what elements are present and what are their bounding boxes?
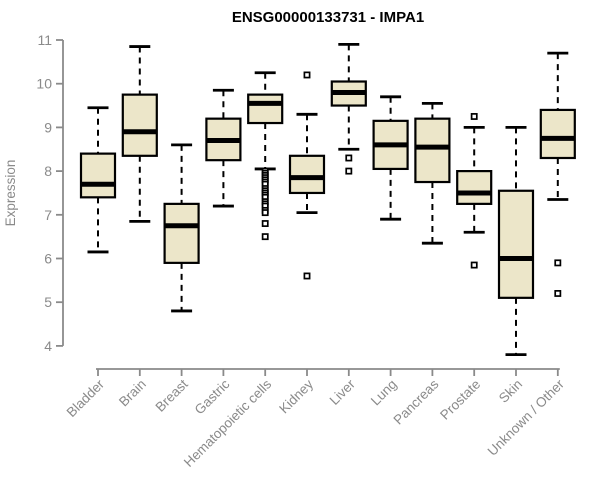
y-tick-label: 6 [44,251,52,267]
box-unknown-other [539,51,576,297]
y-tick-label: 7 [44,207,52,223]
y-tick-label: 9 [44,119,52,135]
box-gastric [205,88,242,208]
outlier-point [261,220,269,227]
outlier-point [261,233,269,241]
outlier-point [470,113,478,120]
chart-title: ENSG00000133731 - IMPA1 [232,9,424,26]
y-tick-label: 10 [36,76,52,92]
y-tick-label: 4 [44,338,52,354]
box-skin [497,126,535,357]
y-tick-label: 11 [37,32,52,48]
iqr-box [247,93,284,125]
x-tick-label: Bladder [64,376,108,420]
x-tick-label: Pancreas [391,376,442,427]
box-breast [163,143,200,313]
x-tick-label: Prostate [437,377,483,423]
y-tick-label: 5 [44,294,52,310]
outlier-point [303,272,311,280]
outlier-point [345,167,353,175]
box-pancreas [414,101,451,245]
outlier-point [470,261,478,269]
iqr-box [497,189,535,299]
iqr-box [288,154,326,195]
box-brain [121,45,158,223]
x-tick-label: Unknown / Other [485,376,568,459]
box-prostate [456,113,493,269]
box-hematopoietic-cells [247,71,284,241]
outlier-point [303,71,311,79]
y-axis-label: Expression [3,160,18,227]
box-lung [372,95,409,221]
iqr-box [163,202,200,264]
x-tick-label: Liver [327,376,359,408]
x-tick-label: Skin [496,377,525,406]
x-tick-label: Kidney [276,376,316,416]
x-tick-label: Lung [368,377,400,409]
outlier-point [345,154,353,162]
box-kidney [288,71,326,280]
outlier-point [554,259,562,267]
x-tick-label: Gastric [192,376,233,417]
iqr-box [456,170,493,205]
x-tick-label: Brain [116,377,149,410]
boxplot-series [79,42,576,357]
iqr-box [539,108,576,160]
iqr-box [414,117,451,184]
y-tick-label: 8 [44,163,52,179]
iqr-box [79,152,117,199]
x-tick-label: Breast [153,376,191,414]
outlier-point [261,209,269,217]
outlier-point [554,290,562,297]
iqr-box [121,93,158,157]
box-bladder [79,106,117,254]
box-liver [330,42,367,175]
